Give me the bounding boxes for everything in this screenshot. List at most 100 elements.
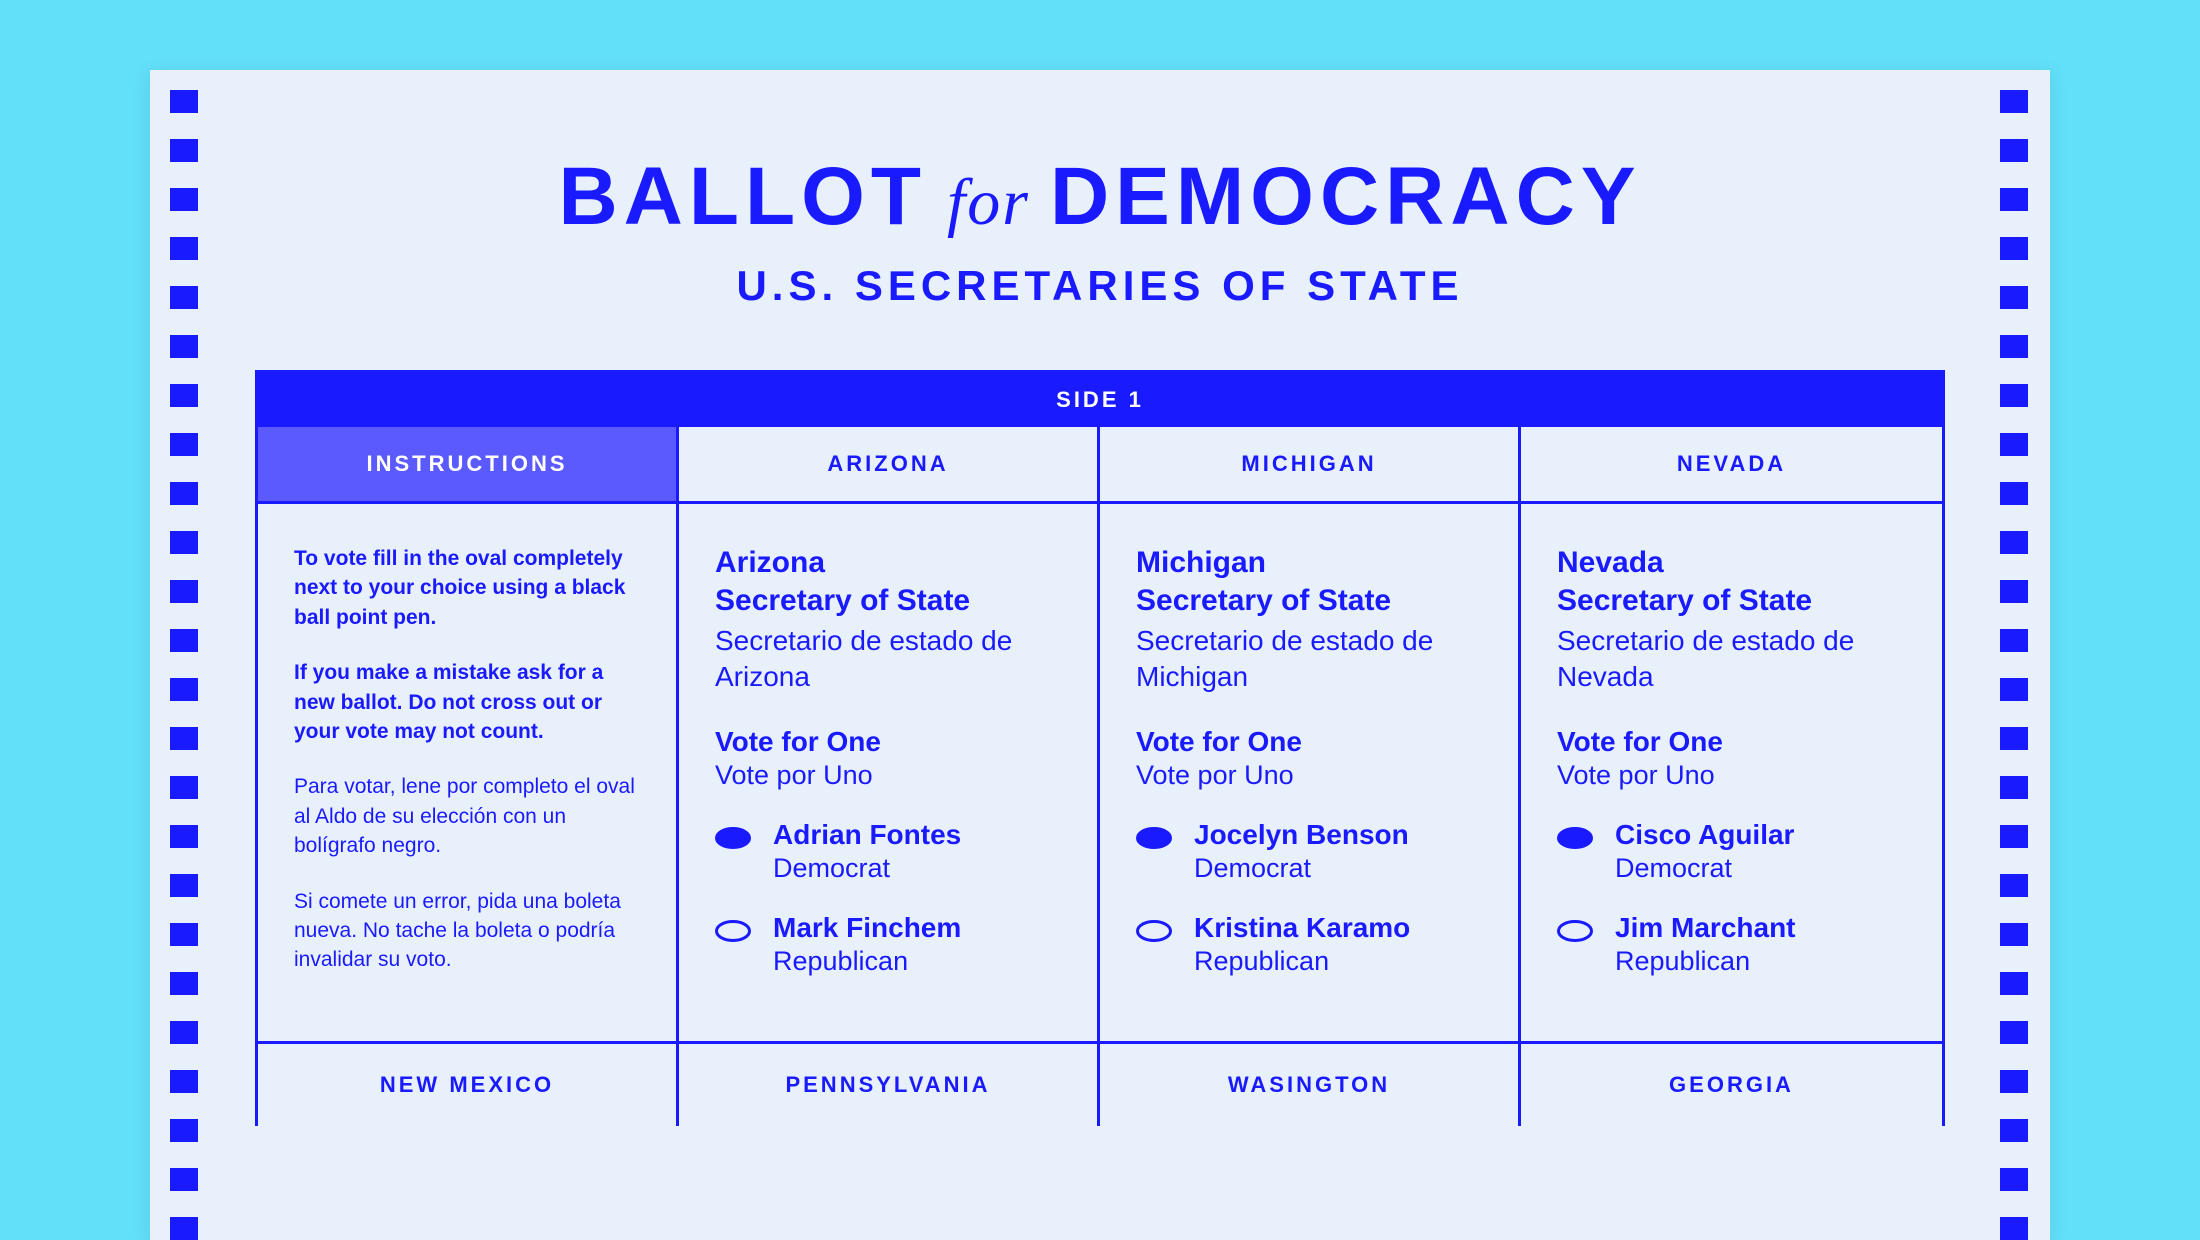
race-title-es-arizona: Secretario de estado de Arizona (715, 623, 1061, 696)
candidate-party: Republican (1194, 946, 1410, 977)
candidate-party: Republican (773, 946, 961, 977)
candidate-party: Democrat (773, 853, 961, 884)
candidate-row[interactable]: Mark Finchem Republican (715, 912, 1061, 977)
perforation-square (2000, 629, 2028, 652)
perforation-square (2000, 1119, 2028, 1142)
vote-bubble-icon[interactable] (1136, 920, 1172, 942)
vote-for-en-michigan: Vote for One (1136, 726, 1482, 758)
perforation-square (2000, 237, 2028, 260)
perforation-square (170, 923, 198, 946)
candidate-name: Mark Finchem (773, 912, 961, 944)
perforation-square (2000, 1070, 2028, 1093)
ballot-subtitle: U.S. SECRETARIES OF STATE (255, 262, 1945, 310)
vote-bubble-icon[interactable] (1557, 827, 1593, 849)
candidate-name: Cisco Aguilar (1615, 819, 1794, 851)
candidate-text: Jocelyn Benson Democrat (1194, 819, 1409, 884)
perforation-square (170, 1070, 198, 1093)
perforation-square (170, 1217, 198, 1240)
candidate-party: Republican (1615, 946, 1796, 977)
header-washington: WASINGTON (1100, 1044, 1521, 1126)
race-office-michigan: Secretary of State (1136, 582, 1482, 620)
race-title-en-arizona: Arizona Secretary of State (715, 544, 1061, 619)
perforation-square (2000, 139, 2028, 162)
perforation-square (2000, 874, 2028, 897)
perforation-square (170, 629, 198, 652)
race-state-michigan: Michigan (1136, 544, 1482, 582)
perforation-square (2000, 531, 2028, 554)
vote-for-en-nevada: Vote for One (1557, 726, 1906, 758)
header-row-2: NEW MEXICO PENNSYLVANIA WASINGTON GEORGI… (258, 1044, 1942, 1126)
perforation-square (2000, 727, 2028, 750)
vote-bubble[interactable] (1557, 920, 1593, 947)
perforation-square (2000, 384, 2028, 407)
title-row: BALLOT for DEMOCRACY (255, 150, 1945, 244)
candidate-party: Democrat (1194, 853, 1409, 884)
vote-bubble-icon[interactable] (715, 920, 751, 942)
candidate-text: Cisco Aguilar Democrat (1615, 819, 1794, 884)
perforation-square (170, 727, 198, 750)
ballot-table: SIDE 1 INSTRUCTIONS ARIZONA MICHIGAN NEV… (255, 370, 1945, 1126)
candidate-party: Democrat (1615, 853, 1794, 884)
race-nevada: Nevada Secretary of State Secretario de … (1521, 504, 1942, 1041)
vote-bubble-icon[interactable] (1136, 827, 1172, 849)
perforation-square (170, 1168, 198, 1191)
perforation-square (170, 825, 198, 848)
candidate-row[interactable]: Jocelyn Benson Democrat (1136, 819, 1482, 884)
perforation-square (2000, 286, 2028, 309)
perforation-square (170, 384, 198, 407)
instr-es-2: Si comete un error, pida una boleta nuev… (294, 887, 640, 975)
perforation-square (2000, 923, 2028, 946)
instr-en-2: If you make a mistake ask for a new ball… (294, 658, 640, 746)
race-title-en-michigan: Michigan Secretary of State (1136, 544, 1482, 619)
perforation-square (170, 139, 198, 162)
race-office-arizona: Secretary of State (715, 582, 1061, 620)
perforation-square (2000, 580, 2028, 603)
vote-bubble[interactable] (715, 827, 751, 854)
header-row-1: INSTRUCTIONS ARIZONA MICHIGAN NEVADA (258, 427, 1942, 504)
vote-bubble[interactable] (1557, 827, 1593, 854)
instr-es-1: Para votar, lene por completo el oval al… (294, 772, 640, 860)
candidate-row[interactable]: Jim Marchant Republican (1557, 912, 1906, 977)
perforation-square (170, 531, 198, 554)
title-word-democracy: DEMOCRACY (1050, 150, 1642, 244)
instructions-cell: To vote fill in the oval completely next… (258, 504, 679, 1041)
vote-bubble[interactable] (715, 920, 751, 947)
instr-en-1: To vote fill in the oval completely next… (294, 544, 640, 632)
race-office-nevada: Secretary of State (1557, 582, 1906, 620)
side-label: SIDE 1 (258, 373, 1942, 427)
candidate-row[interactable]: Kristina Karamo Republican (1136, 912, 1482, 977)
vote-bubble-icon[interactable] (715, 827, 751, 849)
perforation-square (2000, 972, 2028, 995)
race-arizona: Arizona Secretary of State Secretario de… (679, 504, 1100, 1041)
ballot-inner: BALLOT for DEMOCRACY U.S. SECRETARIES OF… (150, 70, 2050, 1126)
perforation-square (170, 580, 198, 603)
candidate-row[interactable]: Adrian Fontes Democrat (715, 819, 1061, 884)
header-pennsylvania: PENNSYLVANIA (679, 1044, 1100, 1126)
perforation-square (2000, 433, 2028, 456)
candidate-name: Kristina Karamo (1194, 912, 1410, 944)
candidate-name: Jim Marchant (1615, 912, 1796, 944)
race-title-es-michigan: Secretario de estado de Michigan (1136, 623, 1482, 696)
perforation-square (2000, 1168, 2028, 1191)
perforation-square (2000, 825, 2028, 848)
perforation-square (170, 335, 198, 358)
candidate-text: Kristina Karamo Republican (1194, 912, 1410, 977)
candidate-row[interactable]: Cisco Aguilar Democrat (1557, 819, 1906, 884)
perforation-square (170, 972, 198, 995)
perforation-square (170, 1021, 198, 1044)
title-word-for: for (947, 165, 1030, 241)
vote-bubble[interactable] (1136, 920, 1172, 947)
perforation-square (2000, 776, 2028, 799)
perforation-square (2000, 678, 2028, 701)
perforation-square (2000, 188, 2028, 211)
vote-for-es-nevada: Vote por Uno (1557, 760, 1906, 791)
race-title-es-nevada: Secretario de estado de Nevada (1557, 623, 1906, 696)
header-new-mexico: NEW MEXICO (258, 1044, 679, 1126)
perforation-square (170, 874, 198, 897)
perforation-square (2000, 482, 2028, 505)
vote-for-en-arizona: Vote for One (715, 726, 1061, 758)
title-word-ballot: BALLOT (558, 150, 926, 244)
vote-bubble-icon[interactable] (1557, 920, 1593, 942)
vote-for-es-arizona: Vote por Uno (715, 760, 1061, 791)
vote-bubble[interactable] (1136, 827, 1172, 854)
